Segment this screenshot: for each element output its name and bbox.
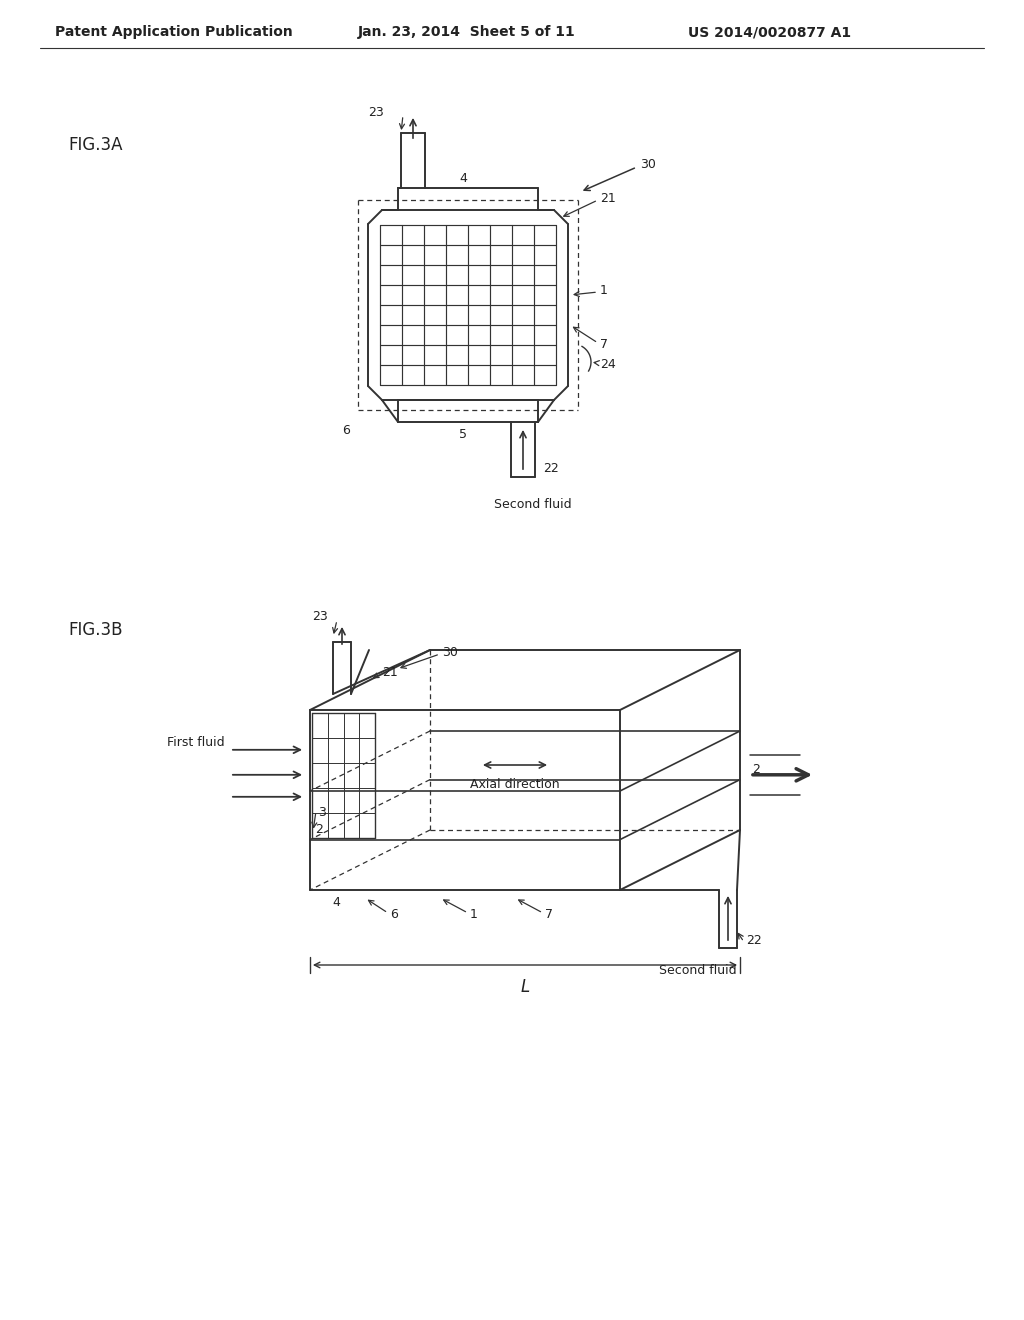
Text: 6: 6	[342, 424, 350, 437]
Text: 2: 2	[752, 763, 760, 776]
Text: 21: 21	[600, 191, 615, 205]
Text: Jan. 23, 2014  Sheet 5 of 11: Jan. 23, 2014 Sheet 5 of 11	[358, 25, 575, 40]
Text: 3: 3	[318, 807, 326, 820]
Text: 24: 24	[600, 359, 615, 371]
Text: 1: 1	[600, 284, 608, 297]
Text: 22: 22	[543, 462, 559, 475]
Text: 1: 1	[470, 908, 478, 921]
Text: 23: 23	[312, 610, 328, 623]
Text: 4: 4	[459, 172, 467, 185]
Text: Axial direction: Axial direction	[470, 779, 560, 792]
Text: 30: 30	[442, 645, 458, 659]
Text: First fluid: First fluid	[167, 737, 225, 750]
Text: 22: 22	[746, 933, 762, 946]
Text: FIG.3B: FIG.3B	[68, 620, 123, 639]
Text: 21: 21	[382, 665, 397, 678]
Text: 7: 7	[600, 338, 608, 351]
Text: 30: 30	[640, 158, 656, 172]
Text: Second fluid: Second fluid	[495, 499, 571, 511]
Text: FIG.3A: FIG.3A	[68, 136, 123, 154]
Text: 23: 23	[368, 107, 384, 120]
Text: Patent Application Publication: Patent Application Publication	[55, 25, 293, 40]
Text: 4: 4	[332, 895, 340, 908]
Text: L: L	[520, 978, 529, 997]
Text: US 2014/0020877 A1: US 2014/0020877 A1	[688, 25, 851, 40]
Text: Second fluid: Second fluid	[659, 964, 737, 977]
Text: 2: 2	[315, 824, 323, 836]
Text: 6: 6	[390, 908, 398, 921]
Text: 5: 5	[459, 428, 467, 441]
Text: 7: 7	[545, 908, 553, 921]
